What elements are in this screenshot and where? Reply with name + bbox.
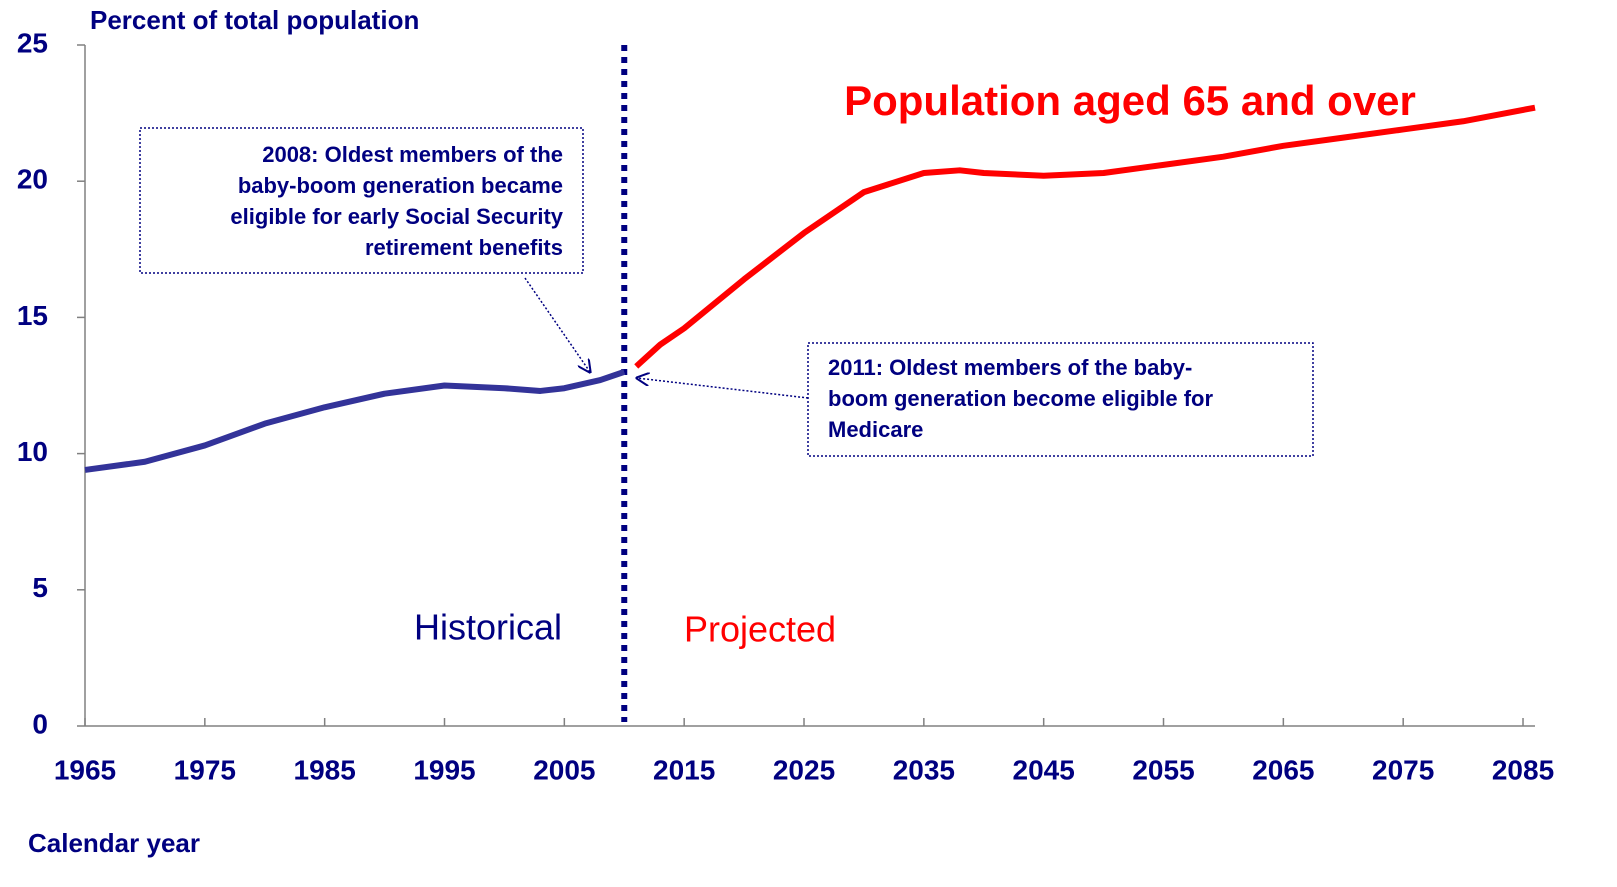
annotation-text: baby-boom generation became: [238, 173, 563, 198]
x-tick-label: 1985: [294, 754, 356, 785]
annotation-text: 2008: Oldest members of the: [262, 142, 563, 167]
x-tick-label: 2025: [773, 754, 835, 785]
y-tick-label: 15: [17, 300, 48, 331]
x-tick-label: 2055: [1132, 754, 1194, 785]
chart-title: Population aged 65 and over: [844, 77, 1416, 124]
y-tick-label: 25: [17, 27, 48, 58]
y-tick-label: 5: [32, 572, 48, 603]
x-tick-label: 2085: [1492, 754, 1554, 785]
x-axis-label: Calendar year: [28, 828, 200, 858]
x-tick-label: 1995: [413, 754, 475, 785]
y-tick-label: 20: [17, 164, 48, 195]
x-tick-label: 2005: [533, 754, 595, 785]
annotation-text: eligible for early Social Security: [230, 204, 563, 229]
x-tick-label: 2065: [1252, 754, 1314, 785]
series-line: [84, 369, 626, 473]
legend-label: Historical: [414, 607, 562, 648]
x-tick-label: 1975: [174, 754, 236, 785]
y-tick-label: 0: [32, 708, 48, 739]
legend-label: Projected: [684, 609, 836, 650]
series-line: [634, 104, 1536, 369]
annotation-arrow: [637, 378, 809, 399]
annotation-arrow: [524, 277, 590, 372]
x-tick-label: 2035: [893, 754, 955, 785]
x-tick-label: 1965: [54, 754, 116, 785]
x-tick-label: 2015: [653, 754, 715, 785]
annotation-text: 2011: Oldest members of the baby-: [828, 355, 1192, 380]
annotation-text: retirement benefits: [365, 235, 563, 260]
y-axis-label: Percent of total population: [90, 5, 419, 35]
annotation-box: [807, 342, 1314, 457]
x-tick-label: 2045: [1013, 754, 1075, 785]
annotation-box: [139, 127, 584, 274]
x-tick-label: 2075: [1372, 754, 1434, 785]
annotation-text: boom generation become eligible for: [828, 386, 1213, 411]
y-tick-label: 10: [17, 436, 48, 467]
annotation-text: Medicare: [828, 417, 923, 442]
